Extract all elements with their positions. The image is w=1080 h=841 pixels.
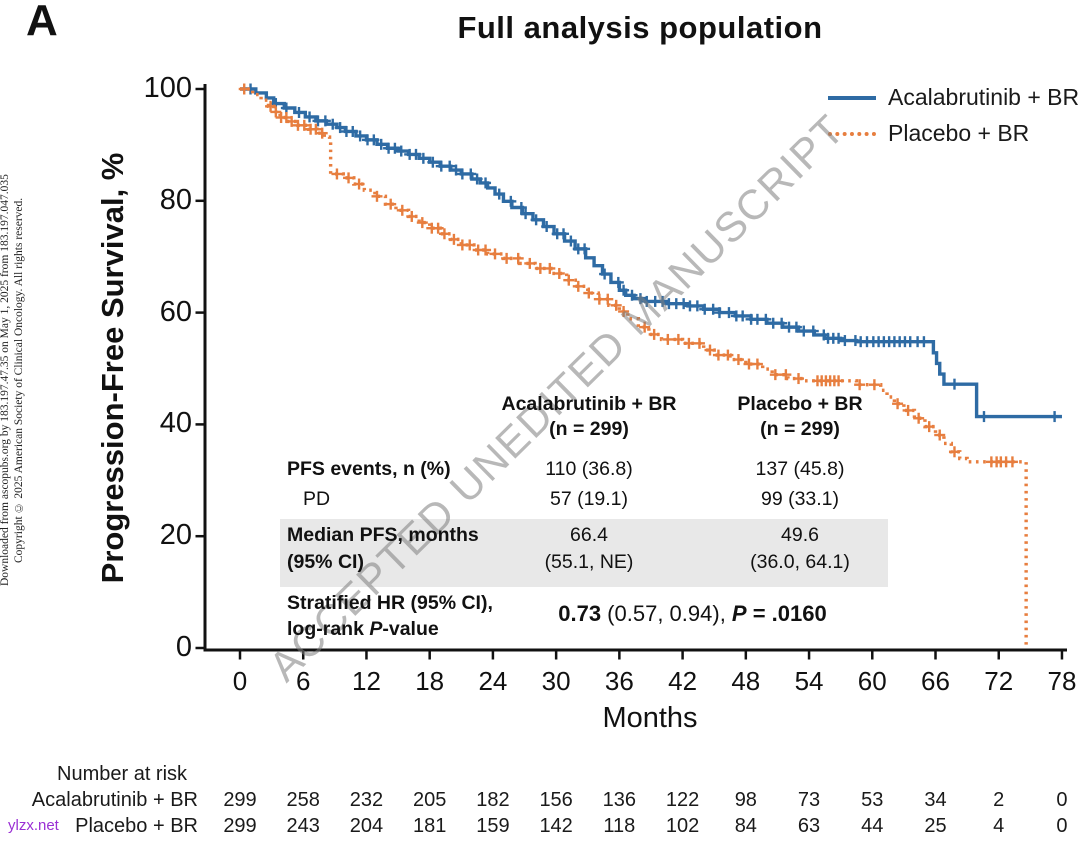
risk-value: 34 [924,789,947,811]
risk-value: 182 [476,789,510,811]
legend-label: Acalabrutinib + BR [888,84,1080,110]
y-tick-label: 100 [143,72,192,104]
risk-value: 0 [1056,789,1068,811]
stats-col1-header: Acalabrutinib + BR [501,393,677,415]
x-tick-label: 0 [232,666,248,696]
x-axis-title: Months [602,702,698,734]
x-tick-label: 42 [668,666,698,696]
risk-value: 156 [539,789,573,811]
x-tick-label: 12 [351,666,381,696]
risk-value: 232 [349,789,384,811]
risk-value: 102 [665,815,700,837]
median-row-highlight [280,519,888,587]
risk-value: 159 [476,815,510,837]
y-tick-label: 60 [159,295,192,328]
y-tick-label: 40 [159,407,192,440]
stats-pd-placebo: 99 (33.1) [760,488,840,510]
x-tick-label: 48 [731,666,761,696]
risk-value: 53 [861,789,884,811]
x-tick-label: 66 [921,666,950,696]
stats-median-ci-acala: (55.1, NE) [544,551,634,573]
site-watermark: ylzx.net [8,817,59,834]
legend: Acalabrutinib + BR Placebo + BR [828,84,1079,147]
x-tick-label: 30 [541,666,571,696]
stats-row-pd-label: PD [303,488,331,510]
risk-value: 258 [286,789,320,811]
x-tick-label: 54 [794,666,824,696]
y-tick-label: 80 [159,183,192,216]
risk-value: 299 [223,815,257,837]
x-tick-label: 72 [984,666,1014,696]
legend-label: Placebo + BR [888,120,1030,146]
risk-value: 63 [797,815,821,837]
risk-value: 118 [603,815,636,837]
stats-median-placebo: 49.6 [781,524,819,546]
legend-item-acalabrutinib: Acalabrutinib + BR [828,84,1079,111]
legend-line-dotted-icon [828,131,876,136]
x-tick-label: 6 [295,666,311,696]
x-tick-label: 60 [857,666,887,696]
legend-line-solid-icon [828,95,876,100]
risk-value: 299 [223,789,257,811]
risk-value: 205 [412,789,447,811]
risk-value: 73 [797,789,821,811]
risk-row-label: Acalabrutinib + BR [31,789,198,811]
risk-value: 44 [861,815,884,837]
risk-value: 243 [286,815,320,837]
stats-col1-n: (n = 299) [549,418,629,440]
risk-row-label: Placebo + BR [75,815,198,837]
stats-hr-label-1: Stratified HR (95% CI), [287,592,493,614]
x-tick-label: 18 [415,666,445,696]
km-curve-placebo [240,87,1028,648]
stats-row-median-label-2: (95% CI) [287,551,364,573]
number-at-risk-heading: Number at risk [57,763,188,785]
y-tick-label: 0 [175,631,192,663]
stats-pd-acala: 57 (19.1) [549,488,629,510]
risk-value: 25 [924,815,947,837]
stats-row-pfs-events-label: PFS events, n (%) [287,458,451,480]
risk-value: 122 [665,789,700,811]
chart-title: Full analysis population [457,10,823,45]
stats-pfs-events-placebo: 137 (45.8) [755,458,845,480]
x-tick-label: 36 [604,666,634,696]
risk-value: 181 [412,815,447,837]
x-tick-label: 78 [1047,666,1077,696]
stats-median-acala: 66.4 [570,524,608,546]
x-tick-label: 24 [478,666,508,696]
stats-hr-value: 0.73 (0.57, 0.94), P = .0160 [558,601,827,626]
legend-item-placebo: Placebo + BR [828,120,1079,147]
risk-value: 204 [349,815,384,837]
stats-col2-header: Placebo + BR [737,393,863,415]
km-curve-acalabrutinib [240,87,1062,419]
stats-row-median-label-1: Median PFS, months [287,524,479,546]
panel-letter: A [26,0,58,45]
y-tick-label: 20 [159,519,192,552]
stats-hr-label-2: log-rank P-value [287,618,439,640]
stats-pfs-events-acala: 110 (36.8) [545,458,633,480]
stats-col2-n: (n = 299) [760,418,840,440]
risk-value: 136 [602,789,637,811]
risk-value: 142 [539,815,573,837]
risk-value: 4 [993,815,1005,837]
risk-value: 2 [993,789,1005,811]
risk-value: 0 [1056,815,1068,837]
risk-value: 84 [734,815,757,837]
risk-value: 98 [734,789,757,811]
stats-median-ci-placebo: (36.0, 64.1) [750,551,850,573]
